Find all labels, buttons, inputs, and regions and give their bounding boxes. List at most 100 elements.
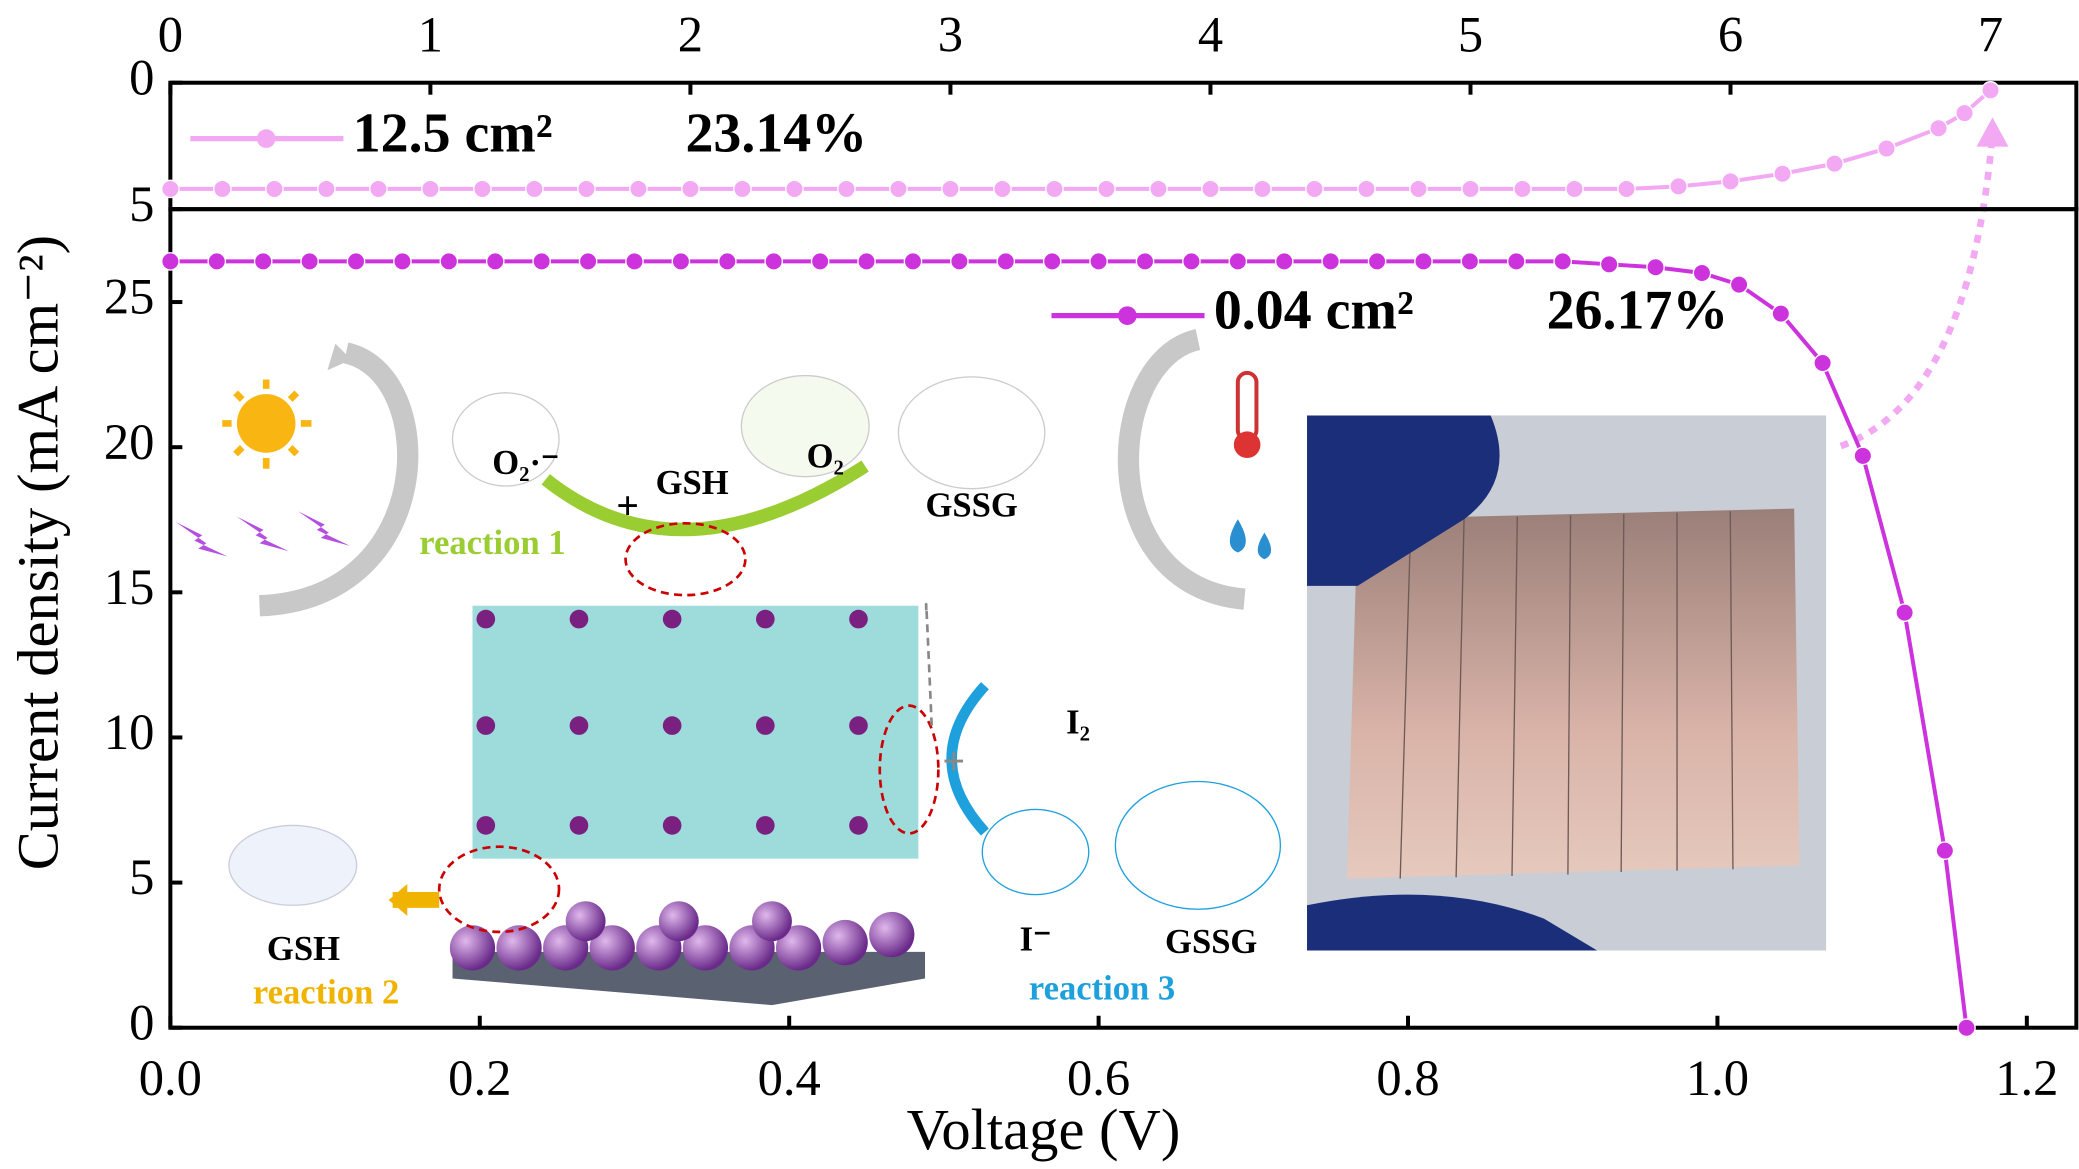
x-tick-label: 0 xyxy=(158,7,183,63)
annotation: GSSG xyxy=(925,487,1017,525)
data-point xyxy=(1460,252,1480,271)
data-point xyxy=(1553,252,1573,271)
annotation: GSH xyxy=(656,464,729,502)
data-point xyxy=(1617,179,1636,199)
data-point xyxy=(717,252,737,271)
data-point xyxy=(1461,179,1480,199)
efficiency-label: 26.17% xyxy=(1547,279,1729,341)
data-point xyxy=(1957,1018,1976,1038)
y-tick-label: 20 xyxy=(104,414,155,470)
annotation: reaction 3 xyxy=(1029,970,1175,1008)
legend-label: 0.04 cm² xyxy=(1214,279,1414,341)
data-point xyxy=(1955,103,1974,123)
data-point xyxy=(1813,353,1832,373)
x-tick-label: 0.6 xyxy=(1067,1050,1130,1106)
plus: + xyxy=(616,483,639,528)
data-point xyxy=(161,179,180,199)
data-point xyxy=(1729,275,1749,294)
data-point xyxy=(253,252,273,271)
x-tick-label: 7 xyxy=(1978,7,2003,63)
data-point xyxy=(837,179,856,199)
data-point xyxy=(764,252,784,271)
data-point xyxy=(996,252,1016,271)
x-tick-label: 4 xyxy=(1198,7,1223,63)
y-tick-label: 25 xyxy=(104,269,155,325)
x-tick-label: 1.0 xyxy=(1686,1050,1749,1106)
x-tick-label: 6 xyxy=(1718,7,1743,63)
data-point xyxy=(1201,179,1220,199)
data-point xyxy=(857,252,876,271)
data-point xyxy=(1565,179,1584,199)
plus: + xyxy=(942,739,965,784)
data-point xyxy=(1646,257,1665,277)
data-point xyxy=(1321,252,1340,271)
y-tick-label: 0 xyxy=(129,49,154,105)
data-point xyxy=(1097,179,1116,199)
x-tick-label: 2 xyxy=(678,7,703,63)
data-point xyxy=(532,252,551,271)
data-point xyxy=(785,179,804,199)
data-point xyxy=(1414,252,1433,271)
data-point xyxy=(671,252,691,271)
data-point xyxy=(1721,172,1740,191)
data-point xyxy=(1135,252,1155,271)
data-point xyxy=(1877,139,1896,158)
annotation: reaction 2 xyxy=(253,974,399,1012)
y-tick-label: 5 xyxy=(129,849,154,905)
data-point xyxy=(1935,841,1955,860)
data-point xyxy=(1274,252,1294,271)
data-point xyxy=(1409,179,1428,199)
x-tick-label: 0.4 xyxy=(758,1050,821,1106)
data-point xyxy=(1692,263,1712,283)
x-tick-label: 1.2 xyxy=(1995,1050,2058,1106)
data-point xyxy=(1228,252,1248,271)
data-point xyxy=(485,252,505,271)
data-point xyxy=(1771,304,1791,323)
data-point xyxy=(625,252,644,271)
efficiency-label: 23.14% xyxy=(685,102,867,164)
data-point xyxy=(161,252,180,271)
data-point xyxy=(578,252,598,271)
data-point xyxy=(889,179,908,199)
data-point xyxy=(265,179,284,199)
x-tick-label: 5 xyxy=(1458,7,1483,63)
data-point xyxy=(1981,80,2000,100)
data-point xyxy=(1825,154,1844,173)
annotation: I₂ xyxy=(1066,704,1090,742)
annotation: O₂ xyxy=(807,437,844,475)
data-point xyxy=(1149,179,1168,199)
annotation: GSH xyxy=(267,930,340,968)
data-point xyxy=(369,179,388,199)
y-tick-label: 5 xyxy=(129,176,154,232)
legend-label: 12.5 cm² xyxy=(353,102,553,164)
data-point xyxy=(1895,603,1914,622)
data-point xyxy=(1513,179,1532,199)
data-point xyxy=(681,179,700,199)
data-point xyxy=(1042,252,1062,271)
data-point xyxy=(810,252,830,271)
data-point xyxy=(629,179,648,199)
data-point xyxy=(733,179,752,199)
data-point xyxy=(950,252,969,271)
annotation: I⁻ xyxy=(1020,920,1052,958)
data-point xyxy=(993,179,1012,199)
data-point xyxy=(346,252,366,271)
data-point xyxy=(1182,252,1201,271)
data-point xyxy=(421,179,440,199)
data-point xyxy=(317,179,336,199)
data-point xyxy=(393,252,412,271)
data-point xyxy=(1599,254,1619,274)
annotation: reaction 1 xyxy=(419,524,565,562)
legend-marker xyxy=(256,129,276,148)
x-tick-label: 0.2 xyxy=(448,1050,511,1106)
data-point xyxy=(1045,179,1064,199)
data-point xyxy=(1305,179,1324,199)
x-axis-title: Voltage (V) xyxy=(907,1097,1181,1162)
data-point xyxy=(1773,164,1792,184)
y-tick-label: 10 xyxy=(104,704,155,760)
data-point xyxy=(1669,177,1688,196)
data-point xyxy=(1367,252,1387,271)
data-point xyxy=(903,252,923,271)
data-point xyxy=(1357,179,1376,199)
